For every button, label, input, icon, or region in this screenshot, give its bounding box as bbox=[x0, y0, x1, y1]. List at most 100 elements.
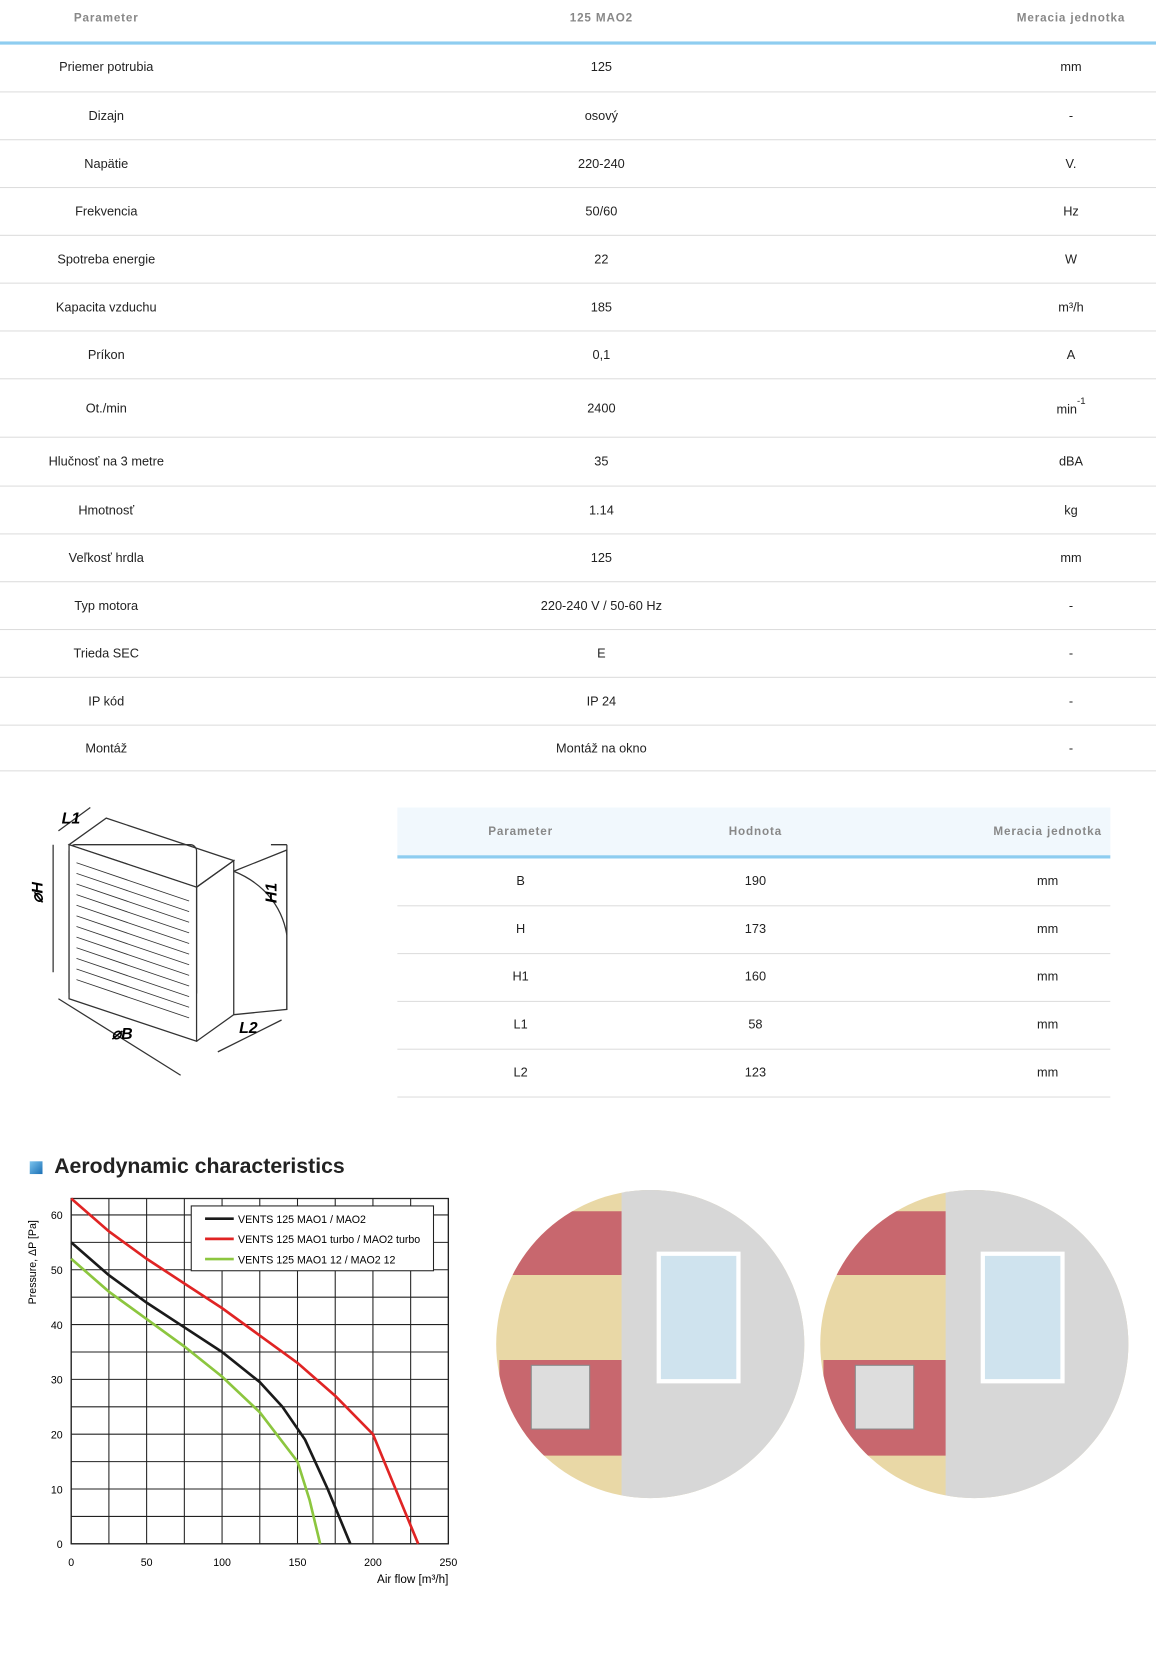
x-tick-label: 100 bbox=[213, 1557, 231, 1569]
row-border bbox=[0, 139, 1156, 141]
legend-label: VENTS 125 MAO1 12 / MAO2 12 bbox=[238, 1254, 396, 1266]
table-cell: H bbox=[516, 921, 526, 937]
table-cell: 173 bbox=[744, 921, 767, 937]
table-cell: mm bbox=[1037, 1064, 1059, 1080]
y-tick-label: 0 bbox=[57, 1539, 63, 1551]
table-cell: 190 bbox=[744, 873, 767, 889]
table-cell: Montáž bbox=[85, 740, 128, 755]
row-border bbox=[0, 378, 1156, 380]
table-cell: mm bbox=[1060, 549, 1082, 565]
header-cell: Parameter bbox=[488, 825, 554, 839]
table-cell: 0,1 bbox=[592, 346, 611, 362]
table-cell: L1 bbox=[513, 1016, 528, 1032]
row-border bbox=[397, 1000, 1111, 1002]
row-border bbox=[397, 953, 1111, 955]
y-tick-label: 60 bbox=[51, 1210, 63, 1222]
table-cell: 1.14 bbox=[588, 502, 614, 517]
table-cell: Frekvencia bbox=[75, 203, 138, 219]
dim-label: H1 bbox=[263, 883, 280, 903]
table-cell: 220-240 bbox=[577, 155, 625, 171]
table-cell: - bbox=[1068, 597, 1074, 613]
dim-label: ⌀B bbox=[112, 1026, 133, 1043]
table-cell: Dizajn bbox=[88, 107, 124, 123]
table-cell: Ot./min bbox=[85, 400, 127, 415]
x-tick-label: 150 bbox=[289, 1557, 307, 1569]
table-cell: 58 bbox=[748, 1016, 763, 1032]
row-border bbox=[397, 1096, 1111, 1098]
header-cell: Meracia jednotka bbox=[1016, 11, 1126, 25]
table-cell: Trieda SEC bbox=[73, 645, 139, 661]
table-cell: Hlučnosť na 3 metre bbox=[48, 453, 164, 469]
fan-drawing: L1 ⌀H H1 ⌀B L2 bbox=[32, 806, 288, 1076]
table-cell: Typ motora bbox=[74, 597, 139, 613]
table-cell: Hz bbox=[1063, 203, 1079, 219]
x-axis-label: Air flow [m³/h] bbox=[377, 1573, 448, 1586]
table-cell: Veľkosť hrdla bbox=[68, 549, 144, 565]
row-border bbox=[0, 770, 1156, 772]
legend-label: VENTS 125 MAO1 / MAO2 bbox=[238, 1214, 366, 1226]
dim-label: ⌀H bbox=[32, 882, 47, 904]
row-border bbox=[0, 234, 1156, 236]
y-tick-label: 10 bbox=[51, 1484, 63, 1496]
series-line bbox=[70, 1241, 352, 1545]
row-border bbox=[0, 436, 1156, 438]
x-tick-label: 0 bbox=[68, 1557, 74, 1569]
table-cell: kg bbox=[1064, 502, 1078, 517]
row-border bbox=[0, 581, 1156, 583]
table-cell: mm bbox=[1037, 873, 1059, 889]
table-cell: min-1 bbox=[1056, 395, 1085, 416]
legend-label: VENTS 125 MAO1 turbo / MAO2 turbo bbox=[238, 1234, 420, 1246]
y-tick-label: 50 bbox=[51, 1265, 63, 1277]
table-cell: Napätie bbox=[84, 155, 129, 171]
table-cell: mm bbox=[1037, 1016, 1059, 1032]
table-cell: - bbox=[1068, 107, 1074, 123]
series-line bbox=[70, 1197, 420, 1545]
y-tick-label: 40 bbox=[51, 1320, 63, 1332]
unit-exponent: -1 bbox=[1077, 394, 1086, 406]
header-border bbox=[0, 41, 1156, 45]
x-tick-label: 200 bbox=[364, 1557, 382, 1569]
table-cell: 125 bbox=[590, 549, 613, 565]
y-tick-label: 20 bbox=[51, 1429, 63, 1441]
table-cell: - bbox=[1068, 740, 1074, 755]
table-cell: Spotreba energie bbox=[57, 251, 156, 267]
table-cell: 50/60 bbox=[585, 203, 618, 219]
table-cell: 35 bbox=[594, 453, 609, 469]
table-cell: - bbox=[1068, 645, 1074, 661]
table-cell: 22 bbox=[594, 251, 609, 267]
table-cell: mm bbox=[1060, 59, 1082, 75]
table-cell: IP kód bbox=[88, 693, 125, 709]
y-axis-label: Pressure, ΔP [Pa] bbox=[27, 1220, 39, 1304]
table-cell: V. bbox=[1065, 155, 1077, 171]
table-cell: mm bbox=[1037, 969, 1059, 984]
dim-label: L2 bbox=[239, 1020, 258, 1037]
table-cell: m³/h bbox=[1058, 299, 1084, 314]
row-border bbox=[0, 629, 1156, 631]
header-cell: Parameter bbox=[73, 11, 139, 25]
table-cell: IP 24 bbox=[586, 693, 617, 709]
row-border bbox=[0, 676, 1156, 678]
header-cell: 125 MAO2 bbox=[569, 11, 634, 25]
row-border bbox=[0, 533, 1156, 535]
table-cell: Priemer potrubia bbox=[59, 59, 154, 75]
x-tick-label: 250 bbox=[440, 1557, 458, 1569]
table-cell: dBA bbox=[1058, 453, 1084, 469]
row-border bbox=[0, 724, 1156, 726]
row-border bbox=[397, 1048, 1111, 1050]
table-cell: Montáž na okno bbox=[556, 740, 647, 755]
table-cell: mm bbox=[1037, 921, 1059, 937]
header-cell: Hodnota bbox=[728, 825, 783, 839]
table-cell: L2 bbox=[513, 1064, 528, 1080]
series-line bbox=[70, 1257, 322, 1545]
table-cell: 160 bbox=[744, 969, 767, 984]
table-cell: 2400 bbox=[587, 400, 616, 415]
x-tick-label: 50 bbox=[141, 1557, 153, 1569]
table-cell: W bbox=[1064, 251, 1078, 267]
chart: 0 50 100 150 200 250 0 10 20 30 40 50 60 Air flow [m³… bbox=[27, 1197, 458, 1586]
table-cell: - bbox=[1068, 693, 1074, 709]
y-tick-label: 30 bbox=[51, 1375, 63, 1387]
table-cell: 220-240 V / 50-60 Hz bbox=[540, 597, 662, 613]
table-cell: osový bbox=[584, 107, 619, 123]
